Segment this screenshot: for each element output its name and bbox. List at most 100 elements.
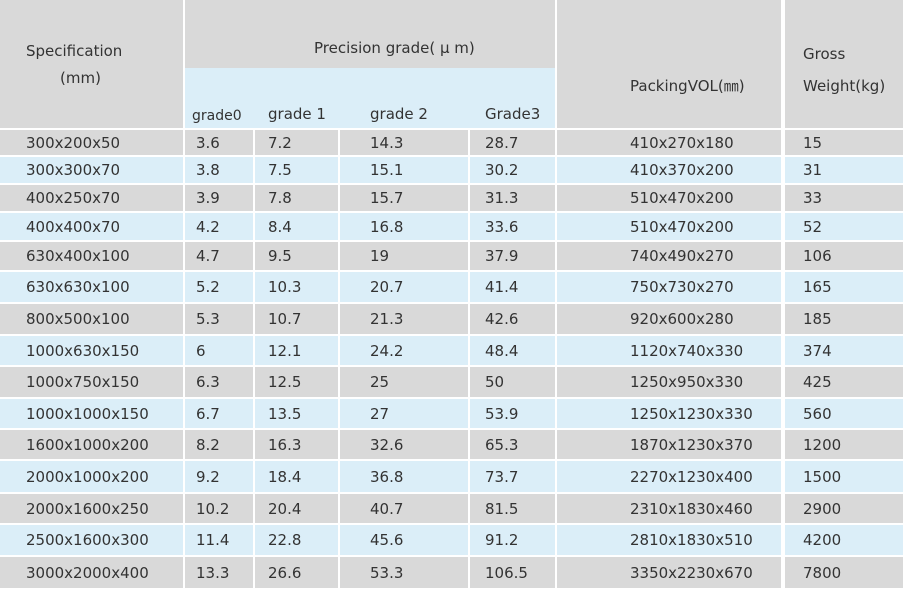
cell [185,557,253,588]
cell-text: 3.8 [196,161,220,179]
cell-text: 22.8 [268,531,302,549]
cell-text: 10.2 [196,499,230,518]
cell-text: 185 [803,310,832,328]
cell [255,367,338,397]
cell [340,185,468,211]
cell [0,242,183,270]
cell [785,525,903,555]
header-text: grade 2 [370,105,428,123]
cell-text: 33.6 [485,217,519,236]
cell-text: 1000x1000x150 [26,404,149,423]
cell [340,494,468,523]
cell-text: 5.3 [196,310,220,328]
cell [185,461,253,492]
cell [340,430,468,459]
cell [0,157,183,183]
cell [340,399,468,428]
cell-text: 26.6 [268,563,302,582]
cell-text: 19 [370,247,390,265]
cell [785,242,903,270]
cell-text: 27 [370,404,390,423]
cell-text: 15.1 [370,161,404,179]
cell [470,557,555,588]
cell-text: 300x300x70 [26,161,121,179]
cell-text: 12.5 [268,373,302,391]
cell-text: 24.2 [370,341,404,360]
cell-text: 25 [370,373,390,391]
cell-text: 28.7 [485,133,519,152]
cell-text: 5.2 [196,278,220,296]
cell-text: 1000x750x150 [26,373,140,391]
cell-text: 800x500x100 [26,310,130,328]
cell [255,130,338,155]
cell [785,399,903,428]
cell-text: 3.6 [196,133,220,152]
cell [185,157,253,183]
cell-text: 1500 [803,467,842,486]
cell [255,213,338,240]
cell [785,336,903,365]
header-text: Specification [26,42,123,60]
cell-text: 53.9 [485,404,519,423]
cell [340,304,468,334]
cell-text: 400x250x70 [26,189,121,207]
cell [340,157,468,183]
cell [185,367,253,397]
cell-text: 2000x1000x200 [26,467,149,486]
cell [785,304,903,334]
cell [255,430,338,459]
cell [340,130,468,155]
cell [0,272,183,302]
cell-text: 16.3 [268,435,302,454]
header-text: Grade3 [485,105,541,123]
cell [340,242,468,270]
cell [255,242,338,270]
cell-text: 2270x1230x400 [630,467,753,486]
cell-text: 106.5 [485,563,528,582]
cell-text: 740x490x270 [630,247,734,265]
cell-text: 52 [803,217,823,236]
cell [255,336,338,365]
cell-text: 1200 [803,435,842,454]
cell [185,494,253,523]
cell-text: 8.4 [268,217,292,236]
cell [557,557,781,588]
cell-text: 10.7 [268,310,302,328]
cell [185,185,253,211]
cell [557,213,781,240]
cell [185,213,253,240]
cell [557,185,781,211]
cell-text: 7.8 [268,189,292,207]
cell-text: 81.5 [485,499,519,518]
cell [255,272,338,302]
cell-text: 425 [803,373,832,391]
cell-text: 1870x1230x370 [630,435,753,454]
cell-text: 8.2 [196,435,220,454]
cell-text: 4200 [803,531,842,549]
cell-text: 6 [196,341,206,360]
cell-text: 9.2 [196,467,220,486]
cell-text: 13.3 [196,563,230,582]
cell [557,494,781,523]
cell [470,130,555,155]
cell [557,130,781,155]
cell-text: 2900 [803,499,842,518]
cell-text: 45.6 [370,531,404,549]
cell [340,336,468,365]
cell-text: 410x270x180 [630,133,734,152]
cell [185,304,253,334]
cell [340,272,468,302]
cell-text: 65.3 [485,435,519,454]
cell [557,336,781,365]
cell [0,525,183,555]
cell [785,557,903,588]
cell-text: 165 [803,278,832,296]
cell-text: 12.1 [268,341,302,360]
cell [557,399,781,428]
cell [470,242,555,270]
cell-text: 21.3 [370,310,404,328]
cell-text: 3000x2000x400 [26,563,149,582]
cell [0,304,183,334]
cell [255,494,338,523]
cell-text: 15.7 [370,189,404,207]
